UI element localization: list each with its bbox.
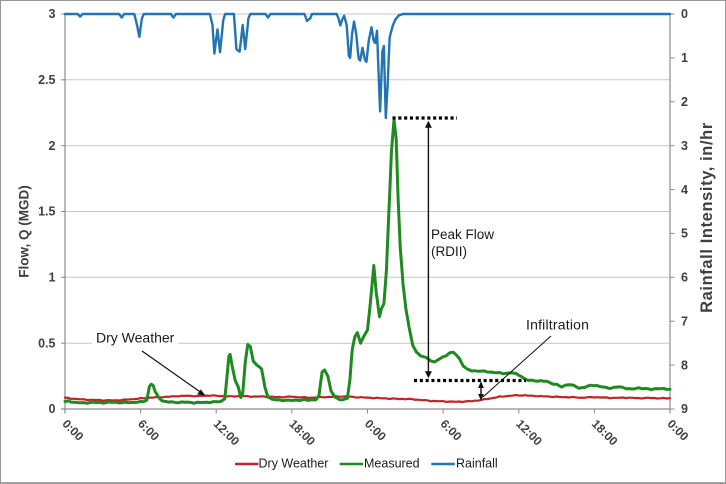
svg-text:1: 1 <box>681 51 688 65</box>
svg-text:1.5: 1.5 <box>38 205 55 219</box>
svg-text:7: 7 <box>681 314 688 328</box>
svg-text:4: 4 <box>681 183 688 197</box>
svg-text:Dry Weather: Dry Weather <box>259 457 329 471</box>
svg-text:Peak Flow: Peak Flow <box>431 227 494 242</box>
svg-text:3: 3 <box>681 139 688 153</box>
svg-text:Rainfall: Rainfall <box>456 457 498 471</box>
svg-text:9: 9 <box>681 402 688 416</box>
svg-text:Rainfall Intensity, in/hr: Rainfall Intensity, in/hr <box>698 122 716 313</box>
svg-text:Flow, Q (MGD): Flow, Q (MGD) <box>17 185 32 277</box>
svg-text:Dry Weather: Dry Weather <box>96 330 175 346</box>
svg-text:2.5: 2.5 <box>38 73 55 87</box>
svg-text:6: 6 <box>681 271 688 285</box>
svg-text:0: 0 <box>681 7 688 21</box>
svg-text:3: 3 <box>49 7 56 21</box>
svg-text:Measured: Measured <box>364 457 420 471</box>
svg-text:0: 0 <box>49 402 56 416</box>
svg-text:8: 8 <box>681 358 688 372</box>
svg-text:2: 2 <box>681 95 688 109</box>
svg-text:(RDII): (RDII) <box>431 244 467 259</box>
svg-text:2: 2 <box>49 139 56 153</box>
svg-text:5: 5 <box>681 227 688 241</box>
svg-text:Infiltration: Infiltration <box>526 317 589 333</box>
svg-text:0.5: 0.5 <box>38 336 55 350</box>
svg-text:1: 1 <box>49 271 56 285</box>
